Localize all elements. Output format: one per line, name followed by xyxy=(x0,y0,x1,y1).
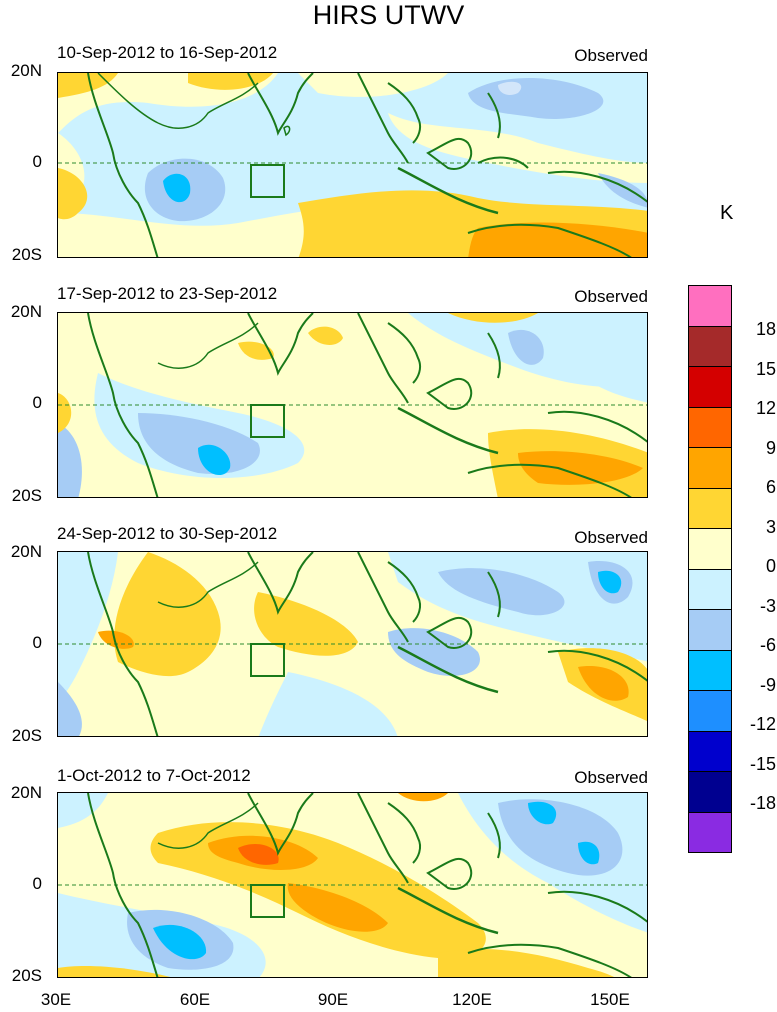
panel-1-date-range: 10-Sep-2012 to 16-Sep-2012 xyxy=(57,43,278,62)
panel-2-label: Observed xyxy=(574,287,648,306)
colorbar-label: 3 xyxy=(765,516,776,537)
lon-label-120e: 120E xyxy=(452,990,492,1009)
lat-label-20s-p3: 20S xyxy=(11,726,42,745)
colorbar-swatch xyxy=(688,811,732,853)
panel-2-date-range: 17-Sep-2012 to 23-Sep-2012 xyxy=(57,284,278,303)
lat-label-0-p1: 0 xyxy=(32,152,42,171)
colorbar-label: -18 xyxy=(749,793,776,813)
map-panel-1 xyxy=(57,72,648,258)
lon-label-150e: 150E xyxy=(590,990,630,1009)
lat-label-0-p2: 0 xyxy=(32,393,42,412)
colorbar-label: 0 xyxy=(765,556,776,576)
colorbar-label: 12 xyxy=(755,398,776,418)
panel-3-date-range: 24-Sep-2012 to 30-Sep-2012 xyxy=(57,524,278,543)
colorbar-label: -3 xyxy=(759,595,776,616)
panel-3-label: Observed xyxy=(574,528,648,547)
lat-label-0-p3: 0 xyxy=(32,633,42,652)
colorbar-swatch xyxy=(688,406,732,447)
colorbar-swatch xyxy=(688,487,732,528)
lon-label-90e: 90E xyxy=(317,990,349,1009)
lat-label-20n-p2: 20N xyxy=(10,302,42,321)
colorbar-swatch xyxy=(688,649,732,690)
lon-label-60e: 60E xyxy=(179,990,211,1009)
map-panel-2 xyxy=(57,312,648,498)
lat-label-20s-p2: 20S xyxy=(11,486,42,505)
lat-label-20s-p1: 20S xyxy=(11,245,42,264)
colorbar-swatch xyxy=(688,609,732,650)
colorbar-label: -9 xyxy=(759,674,776,695)
colorbar-label: -6 xyxy=(759,635,776,655)
colorbar-swatch xyxy=(688,366,732,407)
colorbar-swatch xyxy=(688,528,732,569)
colorbar-swatch xyxy=(688,285,732,326)
colorbar-swatch xyxy=(688,447,732,488)
colorbar-label: 18 xyxy=(755,319,776,339)
map-panel-3 xyxy=(57,551,648,737)
colorbar-swatch xyxy=(688,568,732,609)
colorbar-label: 9 xyxy=(765,437,776,458)
colorbar-swatch xyxy=(688,690,732,731)
colorbar-swatch xyxy=(688,771,732,812)
map-panel-4 xyxy=(57,792,648,978)
panel-4-date-range: 1-Oct-2012 to 7-Oct-2012 xyxy=(57,766,251,785)
map-title: HIRS UTWV xyxy=(312,0,465,30)
panel-1-label: Observed xyxy=(574,46,648,65)
colorbar-label: -15 xyxy=(749,753,776,774)
lon-label-30e: 30E xyxy=(40,990,72,1009)
colorbar xyxy=(688,285,732,853)
colorbar-label: 6 xyxy=(765,477,776,497)
lat-label-0-p4: 0 xyxy=(32,874,42,893)
colorbar-label: 15 xyxy=(755,358,776,379)
colorbar-label: -12 xyxy=(749,714,776,734)
colorbar-swatch xyxy=(688,325,732,366)
lat-label-20n-p3: 20N xyxy=(10,542,42,561)
colorbar-swatch xyxy=(688,730,732,771)
colorbar-unit: K xyxy=(720,202,734,224)
panel-4-label: Observed xyxy=(574,768,648,787)
lat-label-20n-p1: 20N xyxy=(10,61,42,80)
lat-label-20s-p4: 20S xyxy=(11,966,42,985)
lat-label-20n-p4: 20N xyxy=(10,783,42,802)
